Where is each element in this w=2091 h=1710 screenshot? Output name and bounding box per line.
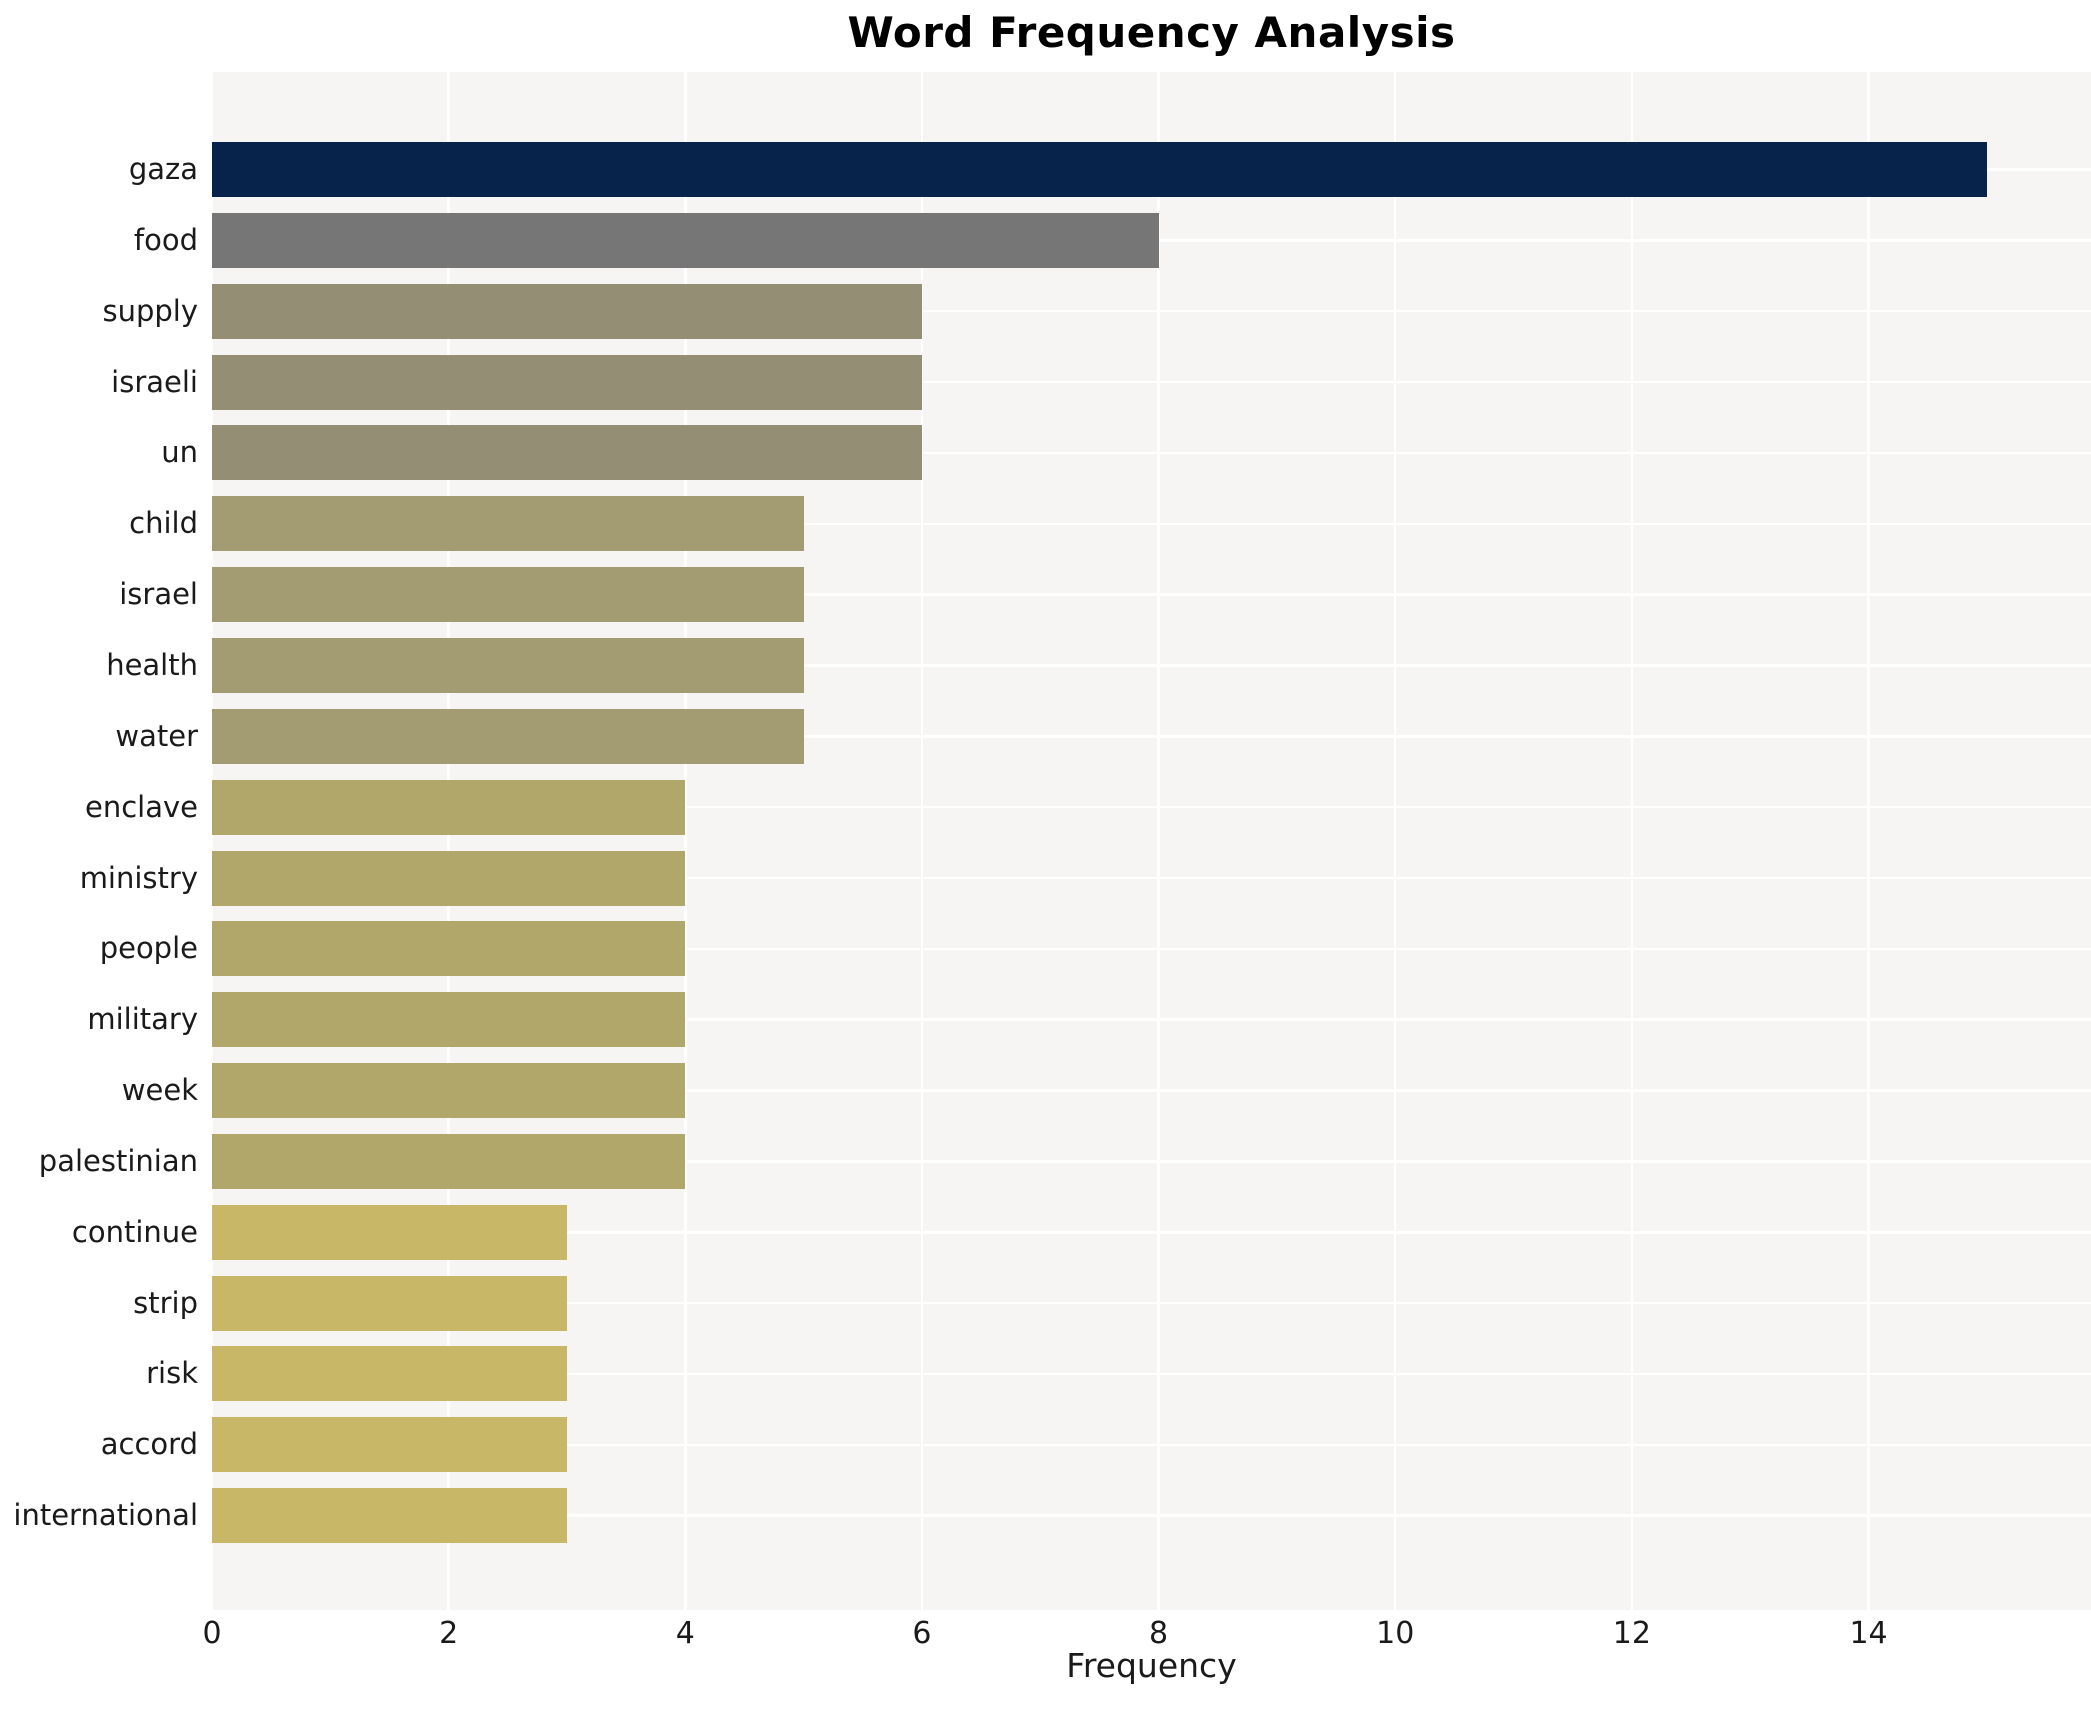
bar-palestinian <box>212 1133 686 1189</box>
x-tick-label-6: 6 <box>912 1616 932 1651</box>
bar-health <box>212 637 804 693</box>
y-tick-label-water: water <box>115 718 198 753</box>
bar-international <box>212 1488 567 1544</box>
y-tick-label-israel: israel <box>119 577 198 612</box>
x-tick-label-8: 8 <box>1149 1616 1169 1651</box>
y-tick-label-ministry: ministry <box>79 860 198 895</box>
gridline-vertical <box>1157 72 1160 1610</box>
bar-food <box>212 212 1159 268</box>
y-tick-label-un: un <box>161 435 198 470</box>
bar-israel <box>212 567 804 623</box>
gridline-horizontal <box>212 451 2091 455</box>
bar-un <box>212 425 922 481</box>
bar-week <box>212 1063 686 1119</box>
x-axis-ticks: 0 2 4 6 8 10 12 14 <box>202 1616 2091 1656</box>
bar-israeli <box>212 354 922 410</box>
gridline-horizontal <box>212 1443 2091 1447</box>
y-tick-label-week: week <box>121 1073 198 1108</box>
y-tick-label-food: food <box>133 222 198 257</box>
y-tick-label-supply: supply <box>102 293 198 328</box>
bar-military <box>212 992 686 1048</box>
gridline-horizontal <box>212 593 2091 596</box>
y-axis-labels: gaza food supply israeli un child israel health… <box>0 72 198 1610</box>
bar-continue <box>212 1204 567 1260</box>
x-tick-label-12: 12 <box>1612 1616 1651 1651</box>
gridline-horizontal <box>212 1231 2091 1234</box>
y-tick-label-international: international <box>13 1498 198 1533</box>
y-tick-label-people: people <box>99 931 198 966</box>
y-tick-label-risk: risk <box>146 1356 198 1391</box>
gridline-vertical <box>920 72 924 1610</box>
gridline-horizontal <box>212 309 2091 313</box>
y-tick-label-military: military <box>87 1002 198 1037</box>
x-tick-label-4: 4 <box>675 1616 695 1651</box>
bar-ministry <box>212 850 686 906</box>
gridline-horizontal <box>212 1018 2091 1021</box>
bar-supply <box>212 283 922 339</box>
gridline-horizontal <box>212 1089 2091 1092</box>
bar-water <box>212 708 804 764</box>
x-tick-label-14: 14 <box>1849 1616 1888 1651</box>
gridline-horizontal <box>212 947 2091 951</box>
y-tick-label-accord: accord <box>100 1427 198 1462</box>
gridline-horizontal <box>212 664 2091 667</box>
y-tick-label-gaza: gaza <box>128 152 198 186</box>
gridline-horizontal <box>212 380 2091 384</box>
y-tick-label-enclave: enclave <box>85 789 198 824</box>
y-tick-label-palestinian: palestinian <box>38 1143 198 1178</box>
gridline-horizontal <box>212 522 2091 525</box>
gridline-horizontal <box>212 1160 2091 1163</box>
y-tick-label-continue: continue <box>71 1214 198 1249</box>
bar-accord <box>212 1417 567 1473</box>
gridline-vertical <box>210 72 214 1610</box>
y-tick-label-israeli: israeli <box>111 364 198 399</box>
gridline-vertical <box>1867 72 1870 1610</box>
gridline-vertical <box>1393 72 1397 1610</box>
gridline-horizontal <box>212 1301 2091 1305</box>
bar-enclave <box>212 779 686 835</box>
chart-title: Word Frequency Analysis <box>847 8 1456 57</box>
gridline-vertical <box>447 72 450 1610</box>
gridline-horizontal <box>212 876 2091 880</box>
bar-strip <box>212 1275 567 1331</box>
gridline-horizontal <box>212 805 2091 809</box>
gridline-horizontal <box>212 735 2091 738</box>
bar-people <box>212 921 686 977</box>
x-axis-label: Frequency <box>1066 1646 1237 1685</box>
gridline-vertical <box>684 72 687 1610</box>
x-tick-label-0: 0 <box>202 1616 222 1651</box>
x-tick-label-2: 2 <box>439 1616 459 1651</box>
gridline-vertical <box>1630 72 1634 1610</box>
gridline-horizontal <box>212 1372 2091 1376</box>
y-tick-label-health: health <box>106 647 198 682</box>
bar-child <box>212 496 804 552</box>
gridline-horizontal <box>212 1514 2091 1517</box>
y-tick-label-strip: strip <box>133 1285 198 1320</box>
plot-area <box>210 72 2091 1610</box>
y-tick-label-child: child <box>129 506 198 541</box>
bar-gaza <box>212 142 1987 197</box>
bar-risk <box>212 1346 567 1402</box>
x-tick-label-10: 10 <box>1376 1616 1415 1651</box>
